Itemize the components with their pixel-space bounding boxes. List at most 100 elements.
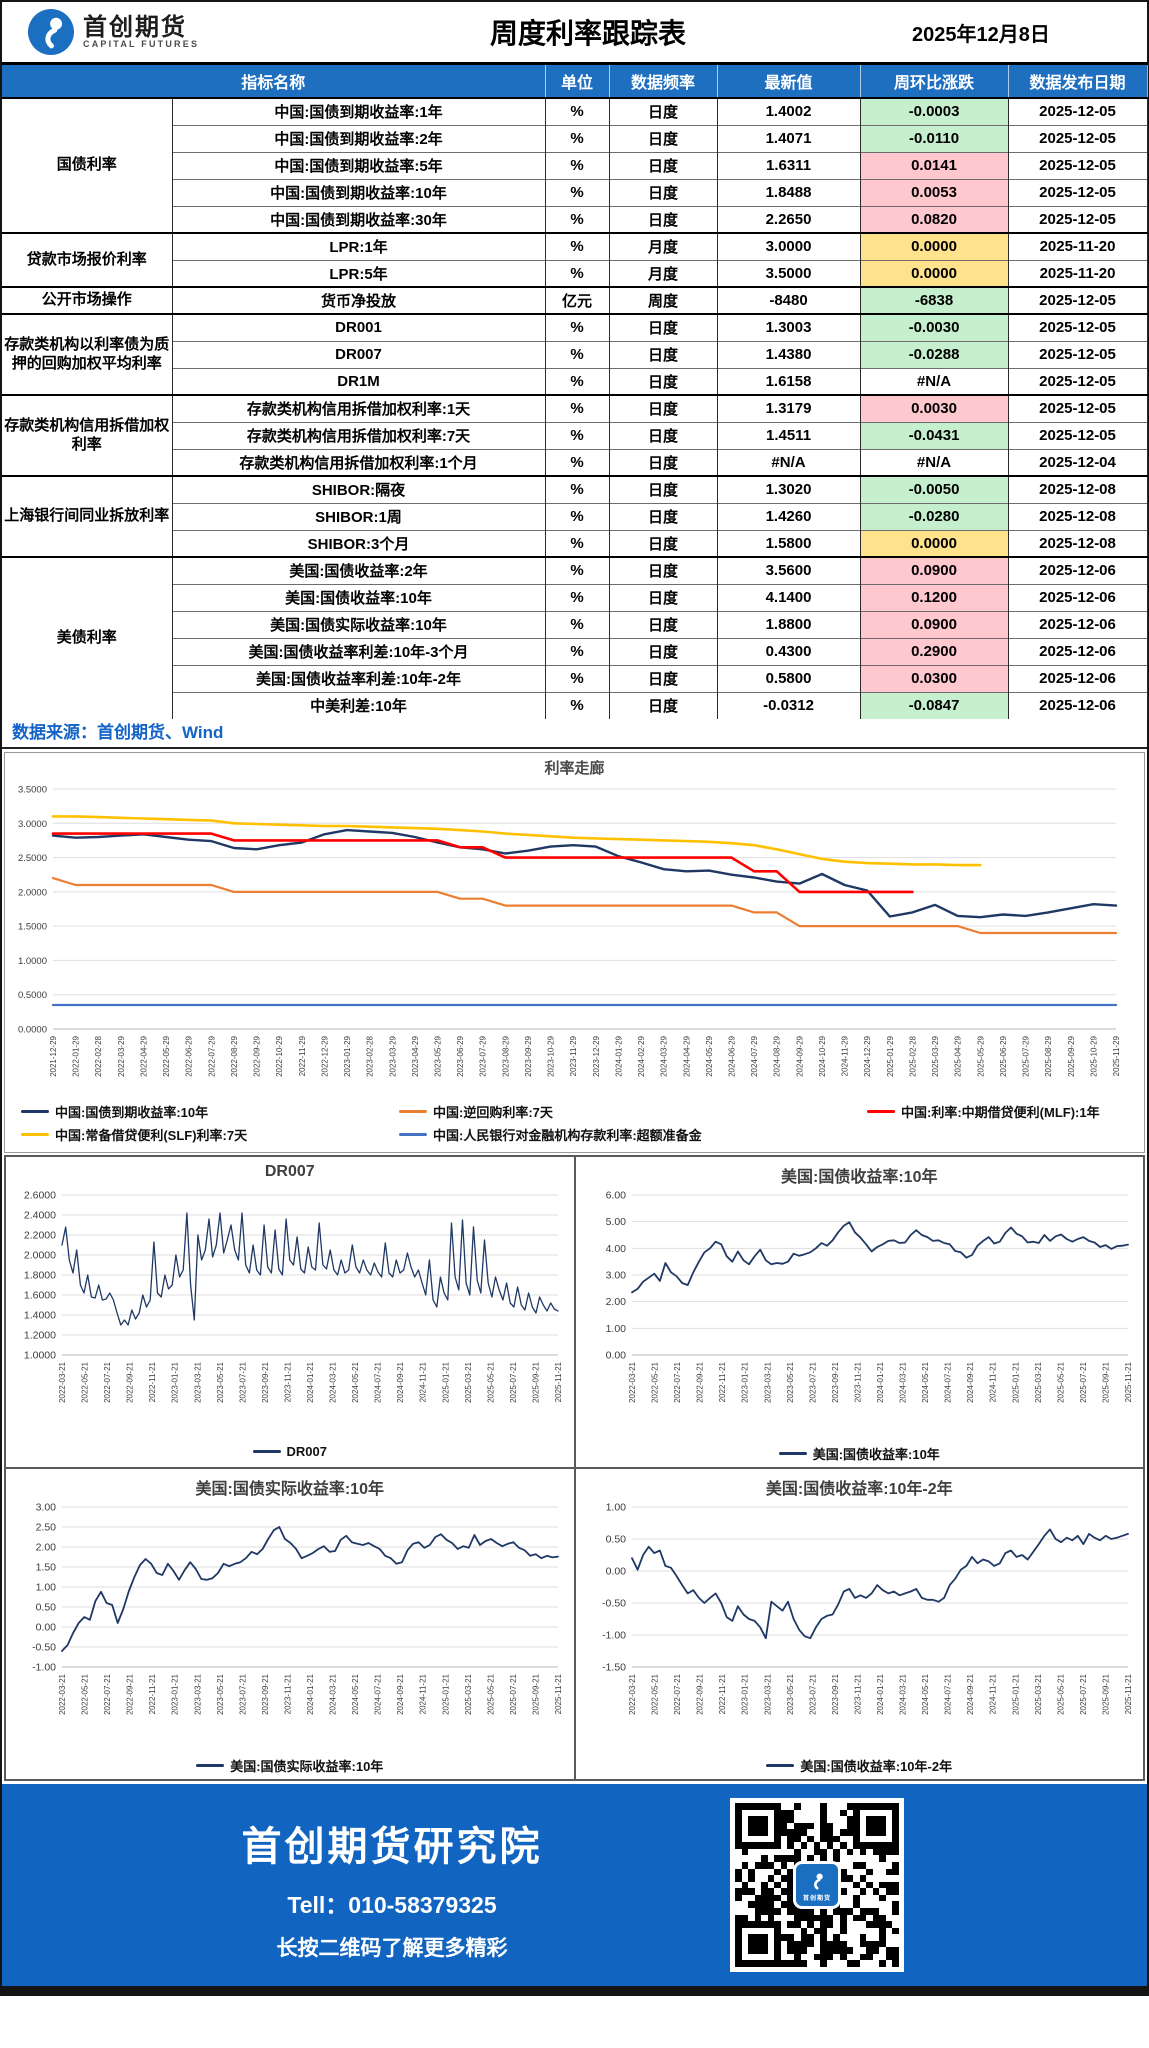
qr-module (846, 1894, 854, 1902)
qr-module (780, 1881, 788, 1889)
qr-module (748, 1947, 755, 1954)
qr-module (748, 1816, 755, 1823)
cell-name: 美国:国债实际收益率:10年 (172, 610, 546, 638)
qr-module (807, 1848, 814, 1856)
qr-module (800, 1914, 808, 1922)
cell-unit: % (545, 340, 610, 368)
qr-module (741, 1822, 749, 1830)
qr-module (892, 1934, 899, 1941)
x-axis-tick: 2024-05-21 (921, 1673, 930, 1714)
qr-module (866, 1894, 873, 1902)
qr-module (853, 1855, 860, 1862)
rates-table: 指标名称 单位 数据频率 最新值 周环比涨跌 数据发布日期 国债利率 中国:国债到… (2, 62, 1148, 719)
qr-module (839, 1894, 847, 1902)
qr-module (748, 1888, 755, 1895)
cell-freq: 日度 (609, 556, 718, 584)
y-axis-tick: 2.0000 (18, 887, 47, 898)
qr-module (754, 1927, 762, 1935)
y-axis-tick: 2.0000 (24, 1250, 56, 1262)
x-axis-tick: 2025-11-21 (554, 1673, 563, 1714)
y-axis-tick: -0.50 (32, 1642, 56, 1654)
x-axis-tick: 2021-12-29 (49, 1035, 58, 1076)
cell-freq: 日度 (609, 529, 718, 557)
y-axis-tick: 2.6000 (24, 1190, 56, 1202)
qr-module (859, 1822, 867, 1830)
legend-line-marker (21, 1110, 49, 1113)
rate-corridor-chart: 0.0000 0.5000 1.0000 1.5000 2.0000 2.5000 3.00… (18, 785, 1121, 1077)
qr-module (892, 1862, 899, 1869)
qr-module (767, 1940, 775, 1948)
qr-module (794, 1914, 801, 1922)
qr-module (800, 1842, 808, 1849)
cell-freq: 日度 (609, 97, 718, 125)
qr-module (807, 1855, 814, 1862)
qr-module (774, 1822, 781, 1830)
qr-module (892, 1914, 899, 1922)
x-axis-tick: 2024-05-21 (921, 1361, 930, 1402)
group-label: 存款类机构以利率债为质押的回购加权平均利率 (2, 313, 173, 395)
qr-module (774, 1894, 781, 1902)
qr-module (859, 1809, 867, 1817)
x-axis-tick: 2024-09-21 (396, 1673, 405, 1714)
cell-name: 美国:国债收益率利差:10年-3个月 (172, 637, 546, 665)
qr-module (879, 1842, 886, 1849)
qr-module (885, 1934, 893, 1941)
qr-module (767, 1816, 775, 1823)
x-axis-tick: 2022-11-21 (148, 1673, 157, 1714)
qr-module (735, 1816, 742, 1823)
qr-module (754, 1953, 762, 1961)
qr-module (794, 1848, 801, 1856)
x-axis-tick: 2023-09-21 (261, 1361, 270, 1402)
x-axis-tick: 2023-01-21 (171, 1673, 180, 1714)
cell-freq: 月度 (609, 259, 718, 287)
qr-module (892, 1855, 899, 1862)
qr-module (859, 1901, 867, 1908)
swan-icon (814, 1873, 823, 1890)
x-axis-tick: 2025-03-21 (464, 1361, 473, 1402)
qr-module (761, 1934, 768, 1941)
qr-module (748, 1940, 755, 1948)
qr-module (885, 1816, 893, 1823)
qr-module (741, 1927, 749, 1935)
qr-module (794, 1809, 801, 1817)
qr-module (774, 1842, 781, 1849)
cell-date: 2025-12-06 (1008, 610, 1148, 638)
cell-unit: % (545, 502, 610, 530)
qr-module (866, 1809, 873, 1817)
qr-module (761, 1947, 768, 1954)
qr-logo-label: 首创期货 (802, 1895, 831, 1902)
x-axis-tick: 2025-05-21 (486, 1361, 495, 1402)
qr-module (892, 1822, 899, 1830)
y-axis-tick: 0.00 (36, 1622, 57, 1634)
cell-chg: 0.0900 (860, 610, 1009, 638)
qr-module (853, 1868, 860, 1876)
qr-module (807, 1835, 814, 1843)
qr-module (735, 1848, 742, 1856)
legend-line-marker (252, 1450, 281, 1453)
x-axis-tick: 2022-07-21 (673, 1361, 682, 1402)
report-page: 首创期货 CAPITAL FUTURES 周度利率跟踪表 2025年12月8日 … (0, 0, 1149, 1996)
cell-val: -8480 (717, 286, 861, 314)
x-axis-tick: 2023-11-21 (283, 1361, 292, 1402)
qr-module (859, 1953, 867, 1961)
qr-module (813, 1907, 821, 1915)
cell-val: 1.3020 (717, 475, 861, 503)
x-axis-tick: 2022-03-29 (117, 1035, 126, 1076)
x-axis-tick: 2025-11-21 (1124, 1361, 1133, 1402)
qr-module (866, 1829, 873, 1836)
group-label: 美债利率 (2, 556, 173, 719)
qr-module (866, 1953, 873, 1961)
cell-unit: % (545, 637, 610, 665)
x-axis-tick: 2022-03-21 (628, 1361, 637, 1402)
qr-module (761, 1848, 768, 1856)
qr-module (839, 1816, 847, 1823)
x-axis-tick: 2023-07-21 (238, 1361, 247, 1402)
x-axis-tick: 2022-07-21 (673, 1673, 682, 1714)
y-axis-tick: 1.0000 (24, 1350, 56, 1362)
qr-module (813, 1953, 821, 1961)
cell-chg: 0.0900 (860, 556, 1009, 584)
qr-module (826, 1940, 834, 1948)
qr-module (741, 1921, 749, 1928)
legend-label: 中国:人民银行对金融机构存款利率:超额准备金 (433, 1128, 702, 1143)
qr-module (754, 1940, 762, 1948)
